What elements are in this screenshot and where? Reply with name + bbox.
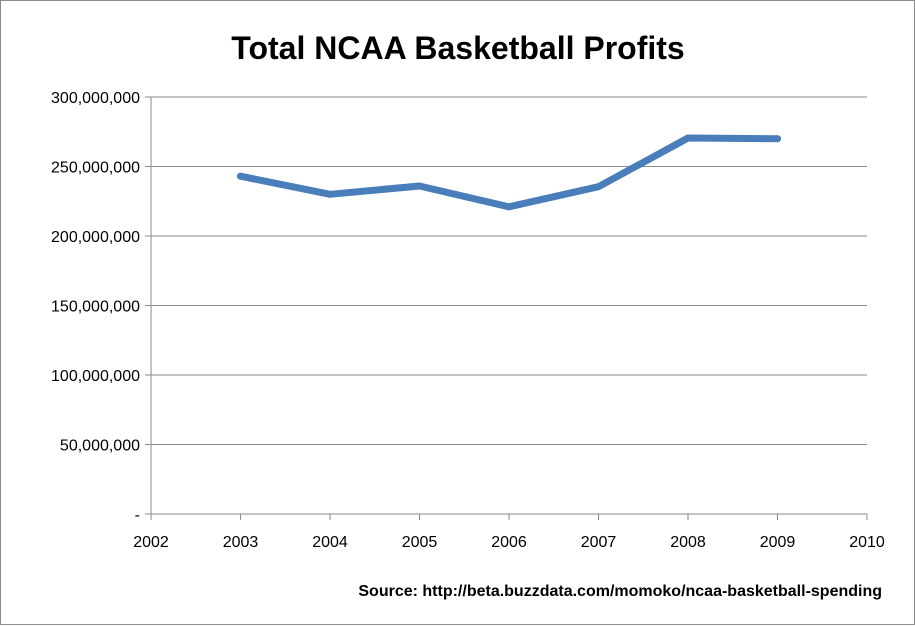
data-point: [684, 134, 692, 142]
series-layer: [237, 134, 781, 211]
x-tick-label: 2009: [760, 534, 796, 551]
y-tick-label: 300,000,000: [51, 90, 140, 107]
y-tick-labels: - 50,000,000 100,000,000 150,000,000 200,000…: [51, 90, 140, 524]
x-tick-label: 2006: [491, 534, 527, 551]
y-tick-label: 100,000,000: [51, 368, 140, 385]
axes: [145, 97, 868, 520]
source-caption: Source: http://beta.buzzdata.com/momoko/…: [358, 583, 882, 600]
y-tick-label: -: [135, 507, 140, 524]
data-point: [774, 135, 781, 143]
y-tick-label: 250,000,000: [51, 160, 140, 177]
y-tick-label: 50,000,000: [60, 438, 140, 455]
x-tick-label: 2003: [223, 534, 259, 551]
gridlines: [145, 96, 867, 445]
data-point: [326, 190, 334, 198]
x-tick-label: 2005: [402, 534, 438, 551]
x-tick-label: 2004: [312, 534, 348, 551]
x-tick-label: 2010: [849, 534, 885, 551]
series-line: [237, 134, 781, 211]
x-tick-label: 2002: [133, 534, 169, 551]
x-tick-labels: 2002 2003 2004 2005 2006 2007 2008 2009 2010: [133, 534, 885, 551]
x-tick-label: 2008: [670, 534, 706, 551]
data-point: [505, 203, 513, 211]
y-tick-label: 150,000,000: [51, 299, 140, 316]
x-tick-label: 2007: [581, 534, 617, 551]
data-point: [416, 182, 423, 190]
data-point: [595, 183, 602, 191]
chart-title: Total NCAA Basketball Profits: [231, 30, 684, 66]
data-point: [237, 172, 244, 180]
y-tick-label: 200,000,000: [51, 229, 140, 246]
